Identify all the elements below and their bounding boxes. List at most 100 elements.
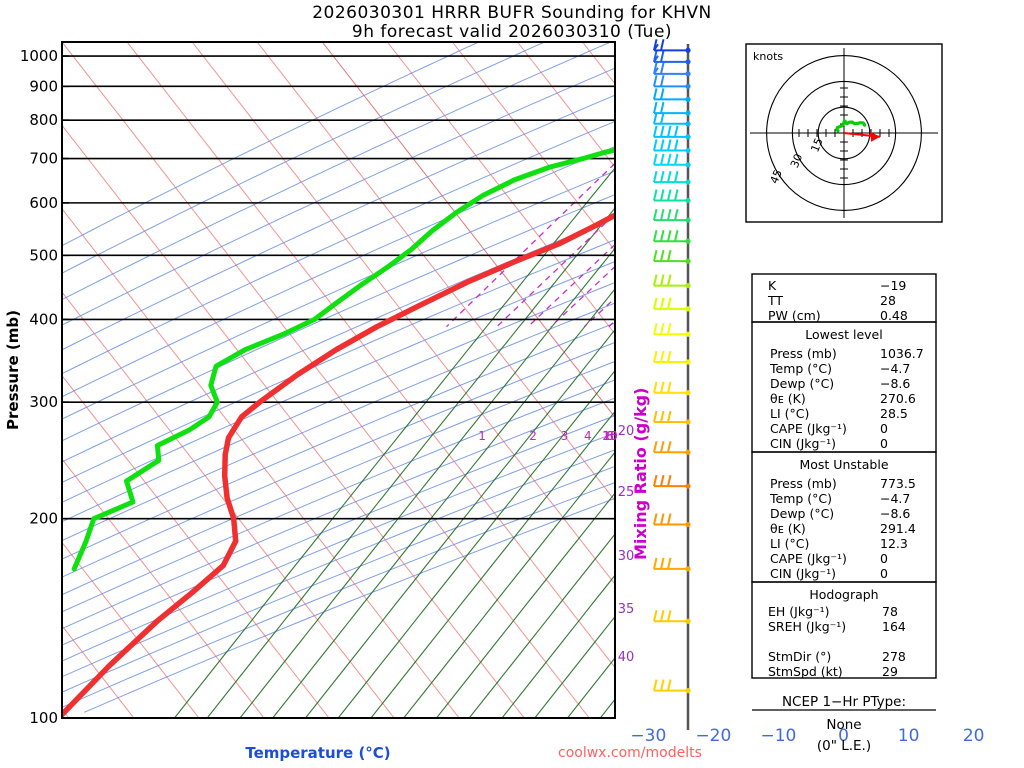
index-value: 28.5	[880, 406, 908, 421]
index-label: LI (°C)	[770, 406, 809, 421]
ptype-heading: NCEP 1−Hr PType:	[782, 694, 906, 710]
index-value: 28	[880, 293, 896, 308]
mixing-ratio-side-tick-label: 25	[618, 485, 635, 500]
wind-barb	[653, 322, 691, 337]
ptype-amount: (0" L.E.)	[817, 738, 871, 754]
mixing-ratio-tick-label: 2	[529, 429, 537, 443]
temperature-axis-labels: −30−20−10010203040	[630, 726, 985, 746]
index-label: θᴇ (K)	[770, 521, 806, 536]
index-label: Press (mb)	[770, 346, 837, 361]
index-value: −4.7	[880, 491, 910, 506]
mixing-ratio-tick-label: 10	[602, 429, 617, 443]
wind-barb	[653, 50, 691, 65]
wind-barb	[653, 350, 691, 365]
lowest-level-rows: Press (mb) 1036.7 Temp (°C) −4.7 Dewp (°C) −8…	[769, 346, 924, 451]
index-value: 164	[882, 619, 906, 634]
mixing-ratio-side-tick-label: 30	[618, 549, 635, 564]
hodograph-stats-heading: Hodograph	[809, 587, 878, 602]
wind-barb	[653, 249, 691, 264]
skewt-background-grid	[62, 42, 615, 718]
index-label: PW (cm)	[768, 308, 821, 323]
index-value: 0	[880, 436, 888, 451]
chart-title-line1: 2026030301 HRRR BUFR Sounding for KHVN	[312, 3, 712, 23]
wind-barb	[653, 75, 691, 89]
index-value: 78	[882, 604, 898, 619]
hodograph-ring-label: 30	[788, 152, 805, 170]
wind-barb	[653, 139, 691, 154]
wind-barb	[653, 474, 691, 489]
pressure-tick-label: 800	[29, 111, 58, 129]
wind-barb	[653, 125, 691, 140]
pressure-tick-label: 1000	[20, 47, 58, 65]
index-label: StmSpd (kt)	[768, 664, 843, 679]
wind-barb	[653, 208, 691, 223]
mixing-ratio-tick-label: 15	[602, 429, 617, 443]
index-value: 0	[880, 421, 888, 436]
lowest-level-heading: Lowest level	[805, 327, 882, 342]
mixing-ratio-tick-label: 8	[606, 429, 614, 443]
index-label: Dewp (°C)	[770, 376, 834, 391]
index-label: θᴇ (K)	[770, 391, 806, 406]
hodograph-units-label: knots	[753, 50, 783, 63]
pressure-axis-title: Pressure (mb)	[4, 310, 22, 430]
temperature-axis-title: Temperature (°C)	[245, 744, 390, 762]
indices-top-rows: K −19 TT 28 PW (cm) 0.48	[767, 278, 908, 323]
wind-barb	[653, 170, 691, 185]
plot-frame	[61, 41, 616, 719]
wind-barb	[653, 88, 691, 102]
index-label: K	[768, 278, 777, 293]
mixing-ratio-side-tick-label: 20	[618, 424, 635, 439]
wind-barb	[653, 679, 691, 694]
mixing-ratio-side-tick-label: 35	[618, 602, 635, 617]
dewpoint-profile-line	[71, 147, 615, 572]
mixing-ratio-tick-label: 4	[584, 429, 592, 443]
index-label: CIN (Jkg⁻¹)	[770, 566, 836, 581]
temperature-profile-line	[62, 212, 615, 718]
wind-barb	[653, 153, 691, 168]
index-label: Temp (°C)	[769, 491, 832, 506]
most-unstable-rows: Press (mb) 773.5 Temp (°C) −4.7 Dewp (°C) −8.…	[769, 476, 916, 581]
pressure-tick-label: 900	[29, 77, 58, 95]
index-value: 1036.7	[880, 346, 924, 361]
hodograph-stats-panel	[751, 581, 937, 679]
index-label: Press (mb)	[770, 476, 837, 491]
index-value: 0	[880, 566, 888, 581]
index-value: 270.6	[880, 391, 916, 406]
index-value: −4.7	[880, 361, 910, 376]
ptype-value: None	[826, 717, 861, 733]
index-value: −8.6	[880, 506, 910, 521]
index-label: CIN (Jkg⁻¹)	[770, 436, 836, 451]
index-label: SREH (Jkg⁻¹)	[768, 619, 846, 634]
temperature-tick-label: 0	[838, 726, 849, 746]
wind-barb	[653, 410, 691, 425]
wind-barb-column	[653, 39, 691, 694]
isobar-lines	[62, 55, 615, 719]
index-label: LI (°C)	[770, 536, 809, 551]
temperature-tick-label: −10	[761, 726, 797, 746]
index-label: StmDir (°)	[768, 649, 831, 664]
chart-title-line2: 9h forecast valid 2026030310 (Tue)	[351, 22, 673, 42]
temperature-tick-label: 20	[963, 726, 985, 746]
index-value: 0.48	[880, 308, 908, 323]
hodograph-panel	[745, 43, 943, 223]
index-value: 291.4	[880, 521, 916, 536]
wind-barb	[653, 381, 691, 396]
index-value: 0	[880, 551, 888, 566]
hodograph-ring-label: 15	[808, 136, 825, 154]
hodograph-ring-label: 45	[768, 168, 785, 186]
mixing-ratio-tick-label: 6	[606, 429, 614, 443]
index-label: CAPE (Jkg⁻¹)	[770, 421, 847, 436]
wind-barb	[653, 297, 691, 312]
mixing-ratio-tick-label: 1	[478, 429, 486, 443]
mixing-ratio-tick-label: 20	[602, 429, 617, 443]
index-value: 278	[882, 649, 906, 664]
wind-barb	[653, 441, 691, 455]
index-value: −8.6	[880, 376, 910, 391]
mixing-ratio-axis-title: Mixing Ratio (g/kg)	[631, 388, 650, 560]
hodograph-stats-rows: EH (Jkg⁻¹) 78 SREH (Jkg⁻¹) 164 StmDir (°) 278…	[768, 604, 906, 679]
index-label: TT	[767, 293, 783, 308]
index-value: 12.3	[880, 536, 908, 551]
